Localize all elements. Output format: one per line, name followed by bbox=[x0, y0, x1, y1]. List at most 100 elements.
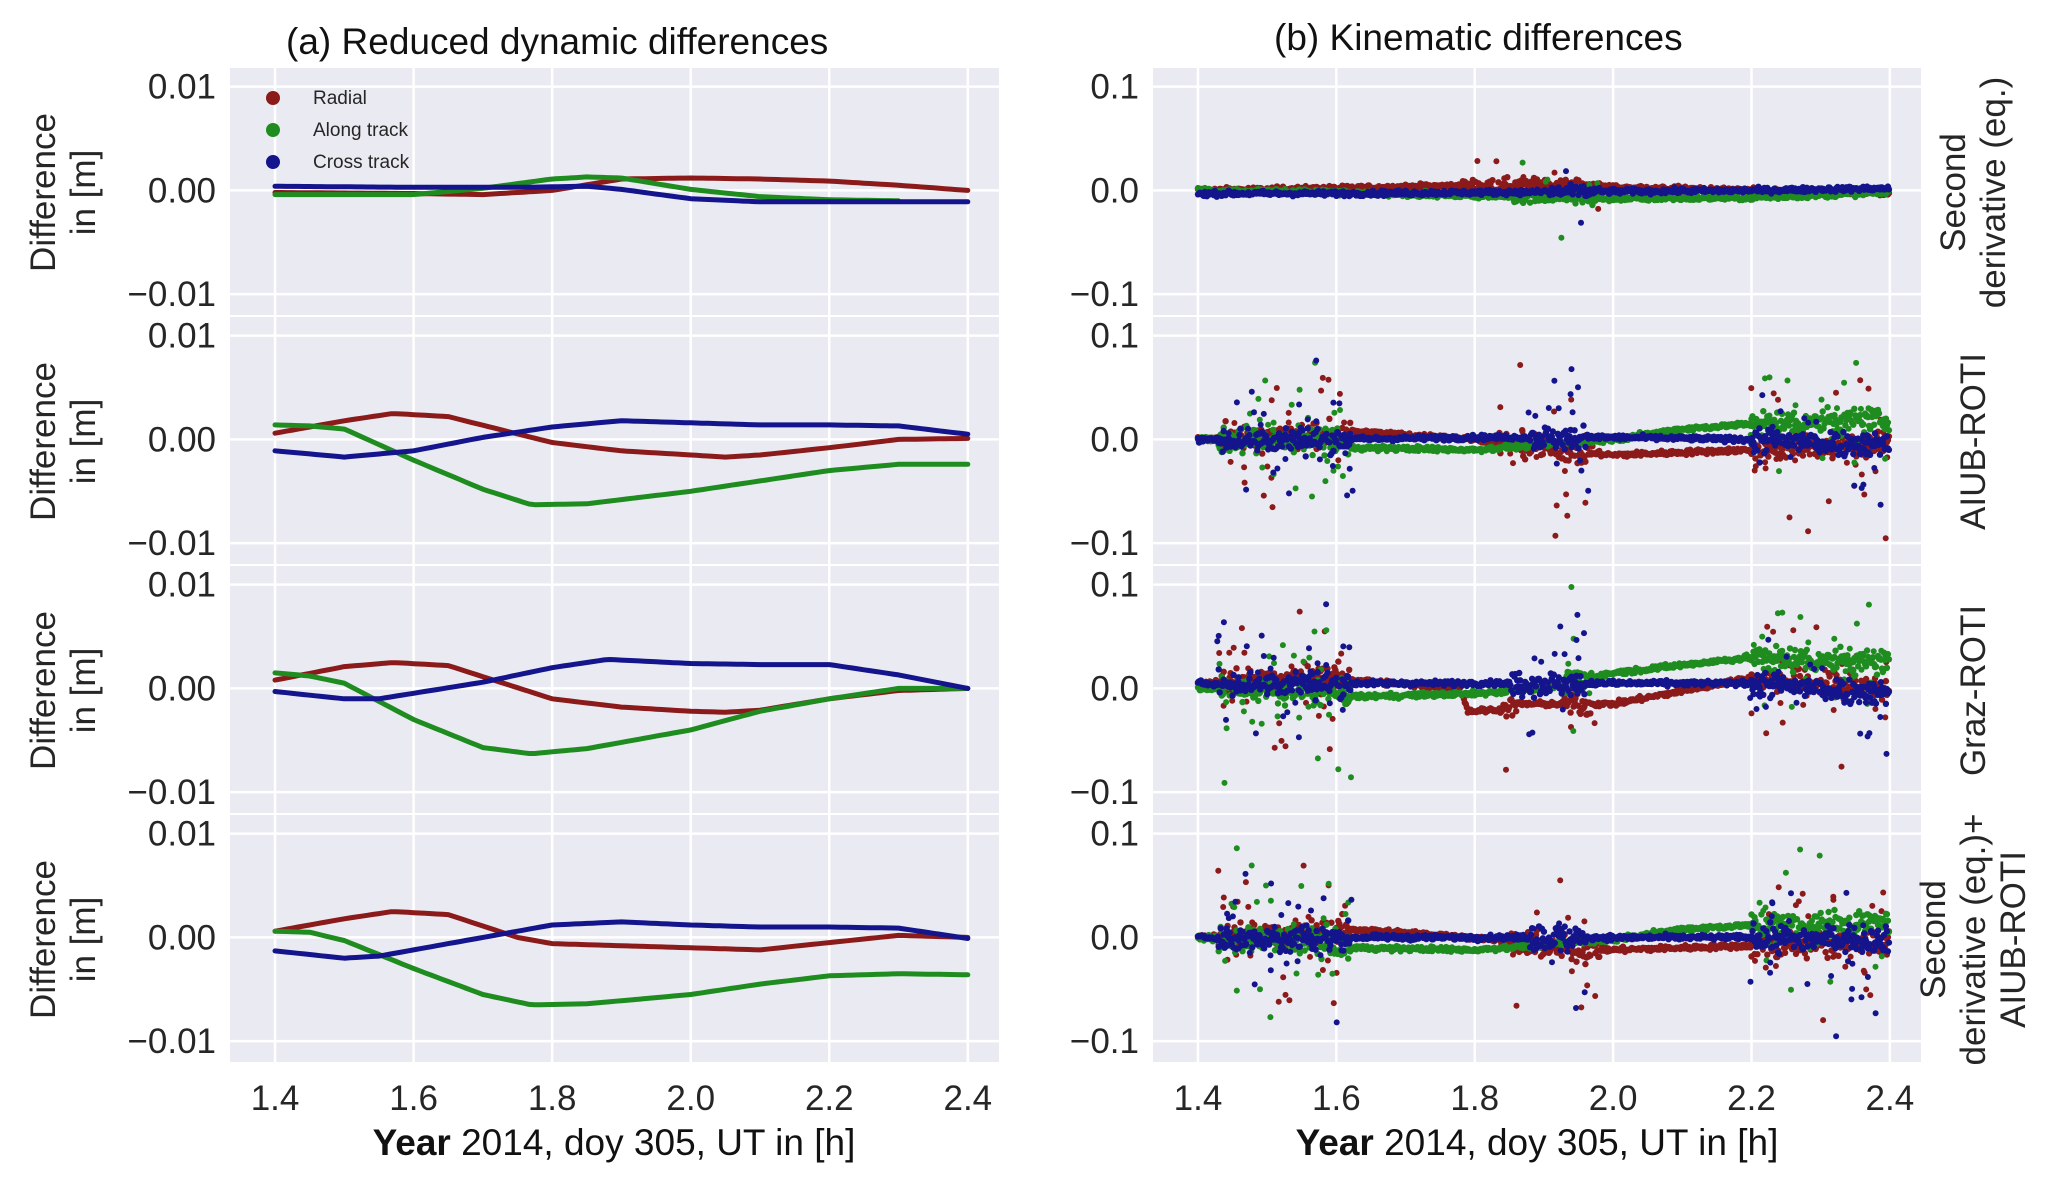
data-point bbox=[1760, 408, 1767, 415]
data-point-outlier bbox=[1784, 377, 1791, 384]
data-point-outlier bbox=[1865, 385, 1872, 392]
data-point-outlier bbox=[1322, 478, 1329, 485]
data-point-outlier bbox=[1787, 454, 1794, 460]
data-point-outlier bbox=[1349, 487, 1356, 494]
data-point bbox=[1565, 457, 1572, 464]
data-point bbox=[1754, 447, 1761, 454]
data-point-outlier bbox=[1575, 384, 1581, 391]
data-point-outlier bbox=[1860, 481, 1867, 488]
data-point-outlier bbox=[1296, 401, 1303, 408]
y-tick-label: −0.01 bbox=[127, 275, 216, 314]
data-point-outlier bbox=[1594, 180, 1601, 187]
data-point-outlier bbox=[1851, 459, 1858, 466]
data-point bbox=[1330, 447, 1337, 454]
data-point-outlier bbox=[1329, 463, 1336, 469]
data-point bbox=[1870, 421, 1878, 428]
data-point-outlier bbox=[1568, 366, 1575, 373]
data-point-outlier bbox=[1577, 457, 1583, 464]
data-point bbox=[1582, 458, 1589, 465]
data-point-outlier bbox=[1248, 388, 1255, 395]
data-point bbox=[1259, 450, 1266, 457]
data-point-outlier bbox=[1578, 467, 1585, 474]
data-point bbox=[1326, 439, 1333, 446]
data-point-outlier bbox=[1818, 396, 1825, 403]
data-point-outlier bbox=[1278, 737, 1285, 744]
data-point-outlier bbox=[1552, 532, 1559, 539]
y-tick-label: −0.1 bbox=[1070, 275, 1139, 314]
data-point-outlier bbox=[1292, 485, 1299, 492]
y-axis-label: Differencein [m] bbox=[24, 362, 103, 521]
y-tick-label: 0.1 bbox=[1090, 68, 1139, 107]
data-point bbox=[1521, 456, 1529, 463]
data-point-outlier bbox=[1316, 456, 1323, 463]
data-point bbox=[1850, 450, 1857, 458]
data-point-outlier bbox=[1770, 390, 1777, 397]
data-point-outlier bbox=[1265, 421, 1272, 428]
data-point-outlier bbox=[1257, 421, 1264, 428]
data-point-outlier bbox=[1336, 390, 1343, 397]
data-point-outlier bbox=[1877, 501, 1884, 508]
data-point-outlier bbox=[1262, 377, 1269, 384]
data-point-outlier bbox=[1825, 498, 1832, 505]
data-point-outlier bbox=[1843, 459, 1850, 466]
data-point bbox=[1763, 446, 1770, 454]
data-point-outlier bbox=[1553, 502, 1560, 509]
data-point-outlier bbox=[1861, 491, 1868, 498]
series-line-radial bbox=[272, 411, 971, 460]
data-point-outlier bbox=[1882, 455, 1889, 462]
data-point-outlier bbox=[1762, 459, 1769, 466]
data-point-outlier bbox=[1227, 458, 1234, 465]
data-point-outlier bbox=[1748, 385, 1755, 392]
data-point-outlier bbox=[1865, 449, 1872, 456]
data-point bbox=[1287, 445, 1295, 452]
data-point-outlier bbox=[1344, 492, 1351, 499]
data-point-outlier bbox=[1264, 463, 1271, 470]
data-point-outlier bbox=[1282, 743, 1289, 750]
data-point-outlier bbox=[1591, 720, 1598, 727]
data-point bbox=[1539, 451, 1547, 458]
data-point-outlier bbox=[1497, 404, 1504, 411]
data-point bbox=[1790, 442, 1798, 449]
data-point bbox=[1540, 441, 1548, 449]
y-tick-label: 0.01 bbox=[148, 317, 216, 356]
y-tick-label: 0.00 bbox=[148, 918, 216, 957]
series-line-along-track bbox=[272, 670, 971, 756]
data-point-outlier bbox=[1296, 608, 1303, 615]
data-point-outlier bbox=[1241, 649, 1248, 656]
data-point-outlier bbox=[1326, 746, 1333, 753]
data-point-outlier bbox=[1315, 712, 1322, 719]
panel-b-title: (b) Kinematic differences bbox=[1274, 17, 1683, 58]
x-tick-label: 1.4 bbox=[251, 1079, 300, 1118]
y-tick-label: −0.1 bbox=[1070, 773, 1139, 812]
y-tick-label: 0.01 bbox=[148, 68, 216, 107]
data-point bbox=[1561, 446, 1568, 453]
series-line-radial bbox=[272, 909, 971, 953]
data-point bbox=[1885, 427, 1893, 434]
data-point-outlier bbox=[1857, 405, 1864, 412]
data-point-outlier bbox=[1775, 396, 1781, 403]
data-point-outlier bbox=[1226, 649, 1233, 656]
data-point-outlier bbox=[1510, 460, 1516, 467]
y-tick-label: 0.00 bbox=[148, 669, 216, 708]
data-point-outlier bbox=[1756, 459, 1763, 466]
data-point-outlier bbox=[1563, 168, 1569, 175]
data-point-outlier bbox=[1777, 408, 1784, 415]
data-point-outlier bbox=[1331, 409, 1338, 416]
data-point-outlier bbox=[1805, 419, 1812, 426]
data-point-outlier bbox=[1551, 377, 1558, 384]
y-tick-label: 0.1 bbox=[1090, 317, 1139, 356]
data-point-outlier bbox=[1585, 487, 1592, 494]
data-point-outlier bbox=[1474, 158, 1481, 164]
data-point bbox=[1237, 425, 1244, 432]
data-point-outlier bbox=[1564, 512, 1571, 519]
data-point-outlier bbox=[1260, 410, 1267, 417]
data-point bbox=[1346, 666, 1353, 673]
data-point-outlier bbox=[1241, 464, 1248, 471]
data-point-outlier bbox=[1313, 418, 1320, 425]
data-point-outlier bbox=[1259, 464, 1266, 471]
data-point bbox=[1314, 425, 1321, 433]
data-point-outlier bbox=[1335, 457, 1342, 464]
